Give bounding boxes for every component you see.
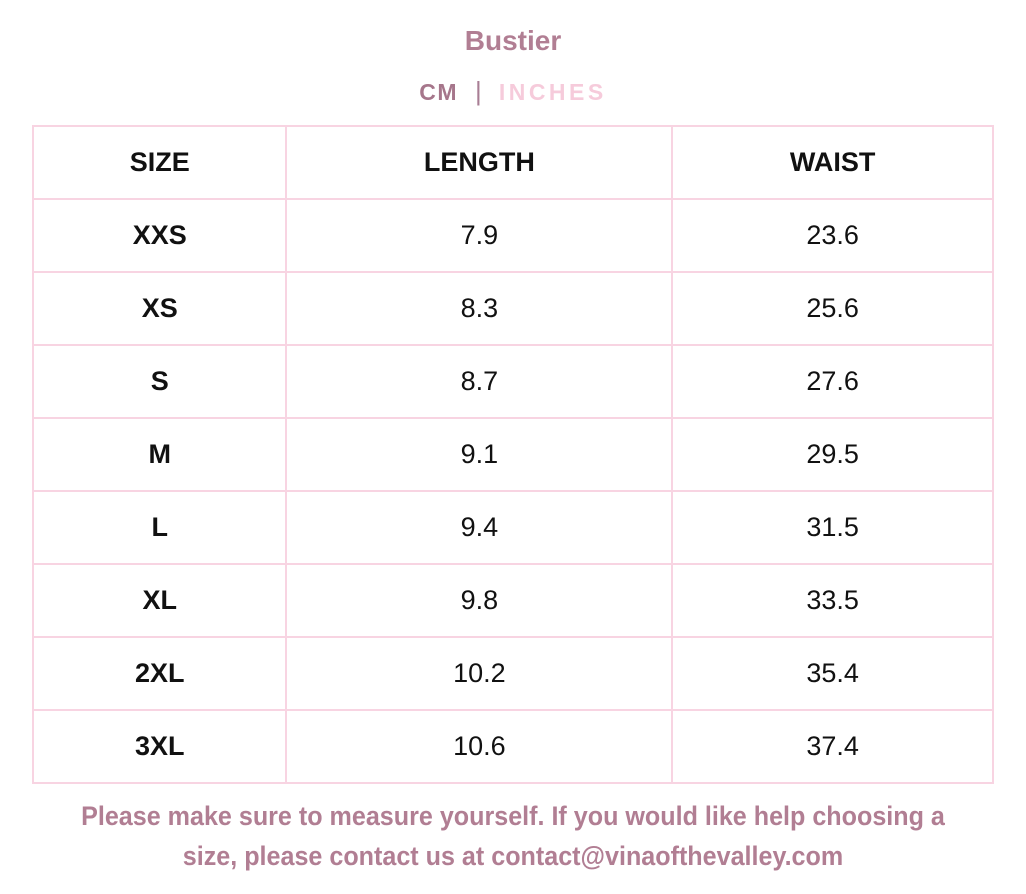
table-row: M 9.1 29.5 <box>31 417 994 492</box>
measure-note-line: size, please contact us at contact@vinao… <box>182 841 844 871</box>
table-row: 2XL 10.2 35.4 <box>31 636 994 711</box>
size-cell: L <box>31 490 288 565</box>
measure-note: Please make sure to measure yourself. If… <box>0 796 1026 876</box>
table-row: L 9.4 31.5 <box>31 490 994 565</box>
length-cell: 8.7 <box>285 344 674 419</box>
unit-toggle: CM | INCHES <box>0 76 1026 106</box>
length-cell: 10.6 <box>285 709 674 784</box>
waist-cell: 33.5 <box>671 563 994 638</box>
column-header-length: LENGTH <box>285 125 674 200</box>
length-cell: 9.8 <box>285 563 674 638</box>
column-header-size: SIZE <box>31 125 288 200</box>
waist-cell: 35.4 <box>671 636 994 711</box>
unit-option-inches[interactable]: INCHES <box>498 78 607 105</box>
size-cell: XL <box>31 563 288 638</box>
unit-option-cm[interactable]: CM <box>419 78 459 105</box>
size-cell: S <box>31 344 288 419</box>
waist-cell: 27.6 <box>671 344 994 419</box>
length-cell: 10.2 <box>285 636 674 711</box>
size-table: SIZE LENGTH WAIST XXS 7.9 23.6 XS 8.3 25… <box>31 125 994 784</box>
measure-note-line: Please make sure to measure yourself. If… <box>81 801 945 831</box>
table-row: XS 8.3 25.6 <box>31 271 994 346</box>
waist-cell: 37.4 <box>671 709 994 784</box>
size-cell: 3XL <box>31 709 288 784</box>
length-cell: 9.1 <box>285 417 674 492</box>
product-title: Bustier <box>464 25 562 56</box>
size-cell: M <box>31 417 288 492</box>
table-row: XL 9.8 33.5 <box>31 563 994 638</box>
length-cell: 7.9 <box>285 198 674 273</box>
waist-cell: 31.5 <box>671 490 994 565</box>
length-cell: 8.3 <box>285 271 674 346</box>
waist-cell: 25.6 <box>671 271 994 346</box>
table-row: S 8.7 27.6 <box>31 344 994 419</box>
table-header-row: SIZE LENGTH WAIST <box>31 125 994 200</box>
waist-cell: 23.6 <box>671 198 994 273</box>
column-header-waist: WAIST <box>671 125 994 200</box>
waist-cell: 29.5 <box>671 417 994 492</box>
size-cell: 2XL <box>31 636 288 711</box>
length-cell: 9.4 <box>285 490 674 565</box>
size-cell: XXS <box>31 198 288 273</box>
unit-divider: | <box>475 76 482 106</box>
size-cell: XS <box>31 271 288 346</box>
table-row: XXS 7.9 23.6 <box>31 198 994 273</box>
table-row: 3XL 10.6 37.4 <box>31 709 994 784</box>
